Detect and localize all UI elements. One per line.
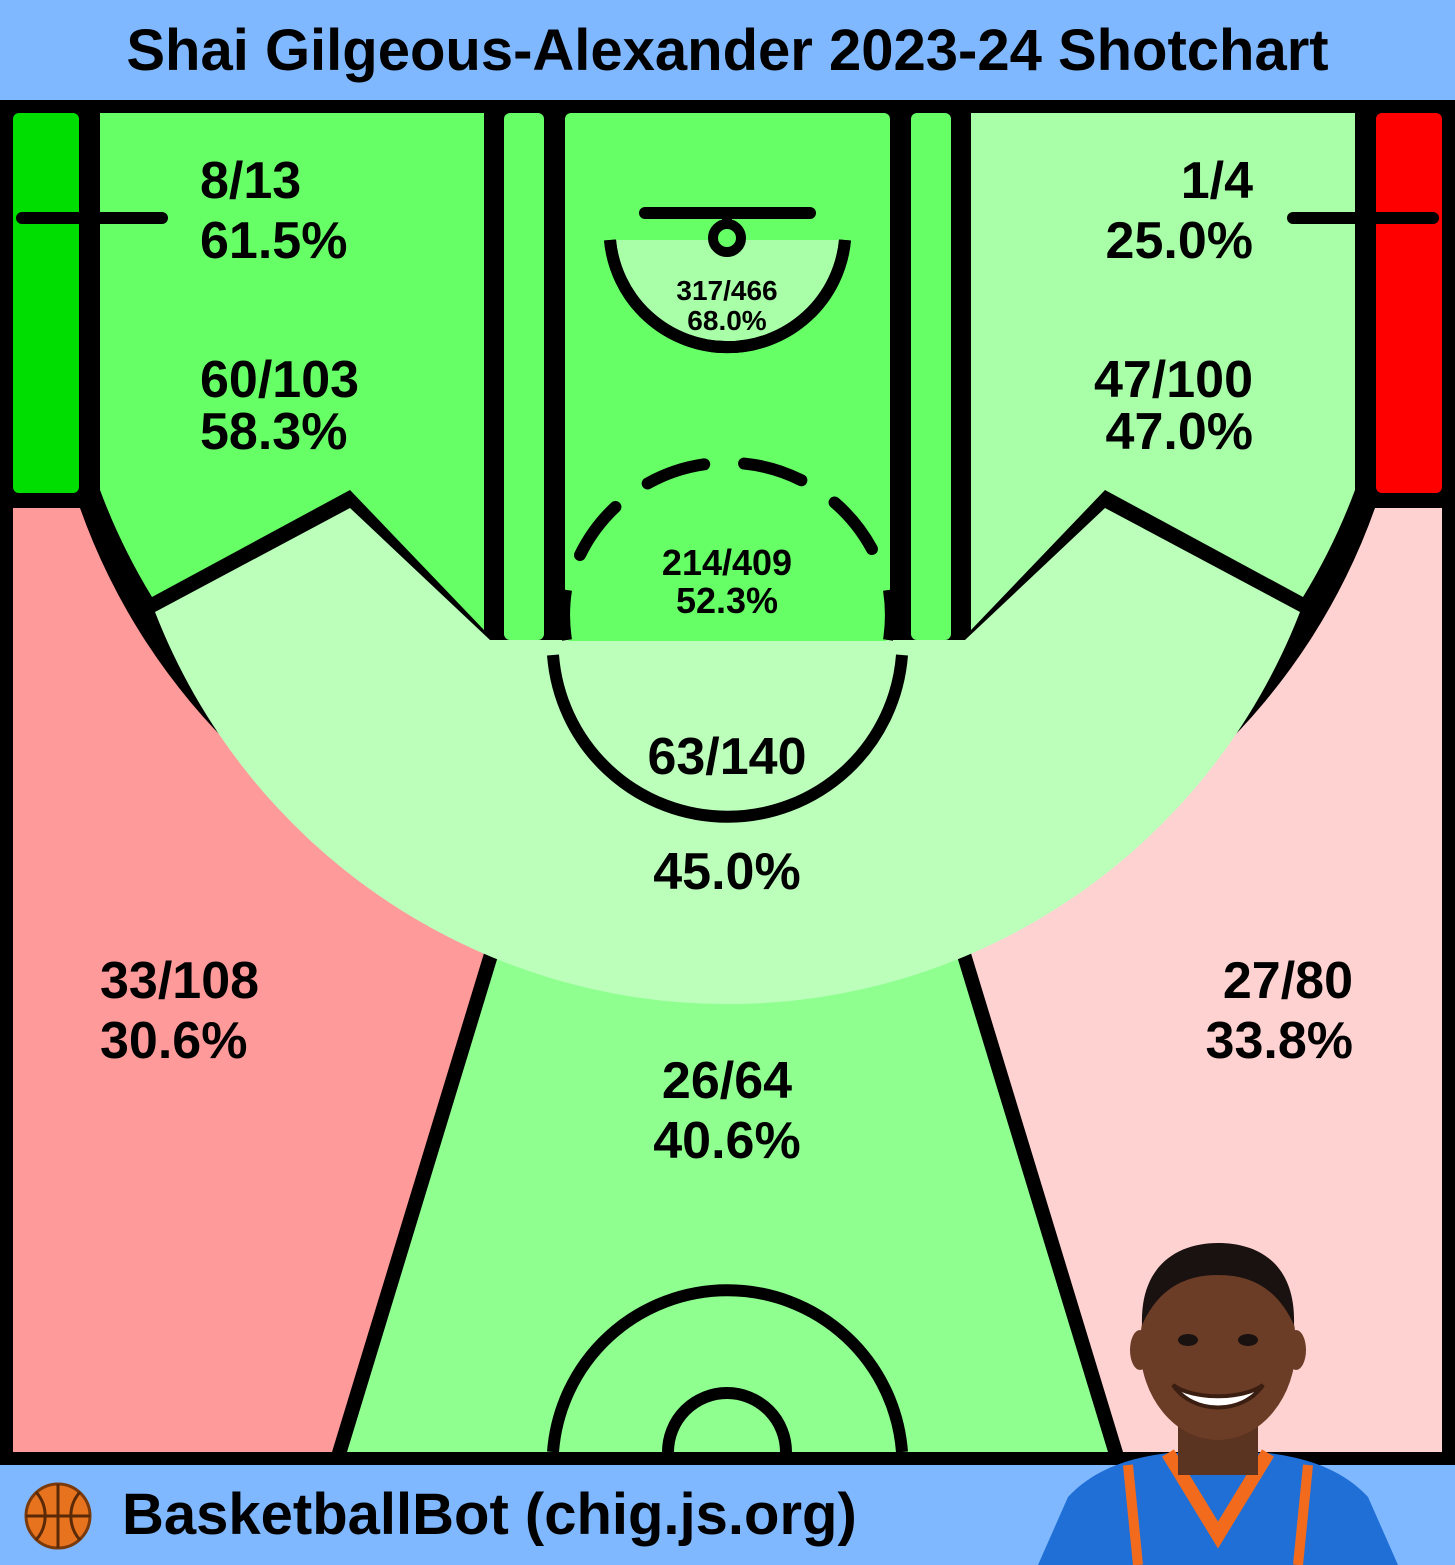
basketball-icon bbox=[24, 1482, 92, 1550]
label-fg-left-wing-3: 33/108 bbox=[100, 952, 259, 1010]
zone-label-top-mid: 63/140 45.0% bbox=[647, 728, 806, 901]
center-circle-outer bbox=[547, 1284, 908, 1453]
free-throw-circle-dashed bbox=[574, 456, 881, 561]
label-fg-top-of-key-3: 26/64 bbox=[662, 1052, 792, 1110]
label-pct-left-wing-3: 30.6% bbox=[100, 1012, 247, 1070]
zone-label-right-short-mid: 1/4 25.0% bbox=[1106, 152, 1254, 270]
player-avatar bbox=[1038, 1243, 1398, 1565]
label-pct-right-mid: 47.0% bbox=[1106, 403, 1253, 461]
zone-label-right-mid: 47/100 47.0% bbox=[1094, 351, 1253, 461]
label-pct-top-mid: 45.0% bbox=[653, 843, 800, 901]
zone-left-corner-3 bbox=[13, 113, 79, 493]
label-pct-left-short-mid: 61.5% bbox=[200, 212, 347, 270]
label-fg-top-mid: 63/140 bbox=[647, 728, 806, 786]
zone-top-of-key-3 bbox=[347, 907, 1108, 1452]
zone-right-corner-3 bbox=[1376, 113, 1442, 493]
lane-strip-right bbox=[911, 113, 951, 640]
label-pct-paint: 52.3% bbox=[676, 580, 778, 621]
zone-label-left-mid: 60/103 58.3% bbox=[200, 351, 359, 461]
zone-right-short-mid bbox=[971, 113, 1355, 630]
footer-credit: BasketballBot (chig.js.org) bbox=[122, 1482, 857, 1547]
center-circle-inner bbox=[662, 1387, 792, 1453]
label-fg-right-wing-3: 27/80 bbox=[1223, 952, 1353, 1010]
label-fg-left-short-mid: 8/13 bbox=[200, 152, 301, 210]
zone-left-short-mid bbox=[100, 113, 484, 630]
free-throw-circle bbox=[547, 654, 908, 823]
zone-label-top-of-key-3: 26/64 40.6% bbox=[653, 1052, 800, 1170]
zone-label-left-short-mid: 8/13 61.5% bbox=[200, 152, 347, 270]
label-pct-top-of-key-3: 40.6% bbox=[653, 1112, 800, 1170]
label-pct-right-short-mid: 25.0% bbox=[1106, 212, 1253, 270]
label-fg-right-short-mid: 1/4 bbox=[1181, 152, 1253, 210]
label-pct-right-wing-3: 33.8% bbox=[1206, 1012, 1353, 1070]
rim bbox=[708, 219, 746, 257]
lane-strip-left bbox=[504, 113, 544, 640]
label-fg-right-mid: 47/100 bbox=[1094, 351, 1253, 409]
zone-label-restricted-area: 317/466 68.0% bbox=[676, 275, 777, 336]
label-pct-restricted-area: 68.0% bbox=[687, 305, 766, 336]
label-pct-left-mid: 58.3% bbox=[200, 403, 347, 461]
label-fg-left-mid: 60/103 bbox=[200, 351, 359, 409]
label-fg-restricted-area: 317/466 bbox=[676, 275, 777, 306]
zone-right-wing-3 bbox=[956, 508, 1442, 1452]
zone-top-mid-range bbox=[155, 508, 1300, 1005]
zone-label-left-wing-3: 33/108 30.6% bbox=[100, 952, 259, 1070]
zone-left-wing-3 bbox=[13, 508, 499, 1452]
chart-title: Shai Gilgeous-Alexander 2023-24 Shotchar… bbox=[126, 17, 1329, 83]
zone-label-right-wing-3: 27/80 33.8% bbox=[1206, 952, 1353, 1070]
label-fg-paint: 214/409 bbox=[662, 542, 792, 583]
zone-label-paint: 214/409 52.3% bbox=[662, 542, 792, 621]
